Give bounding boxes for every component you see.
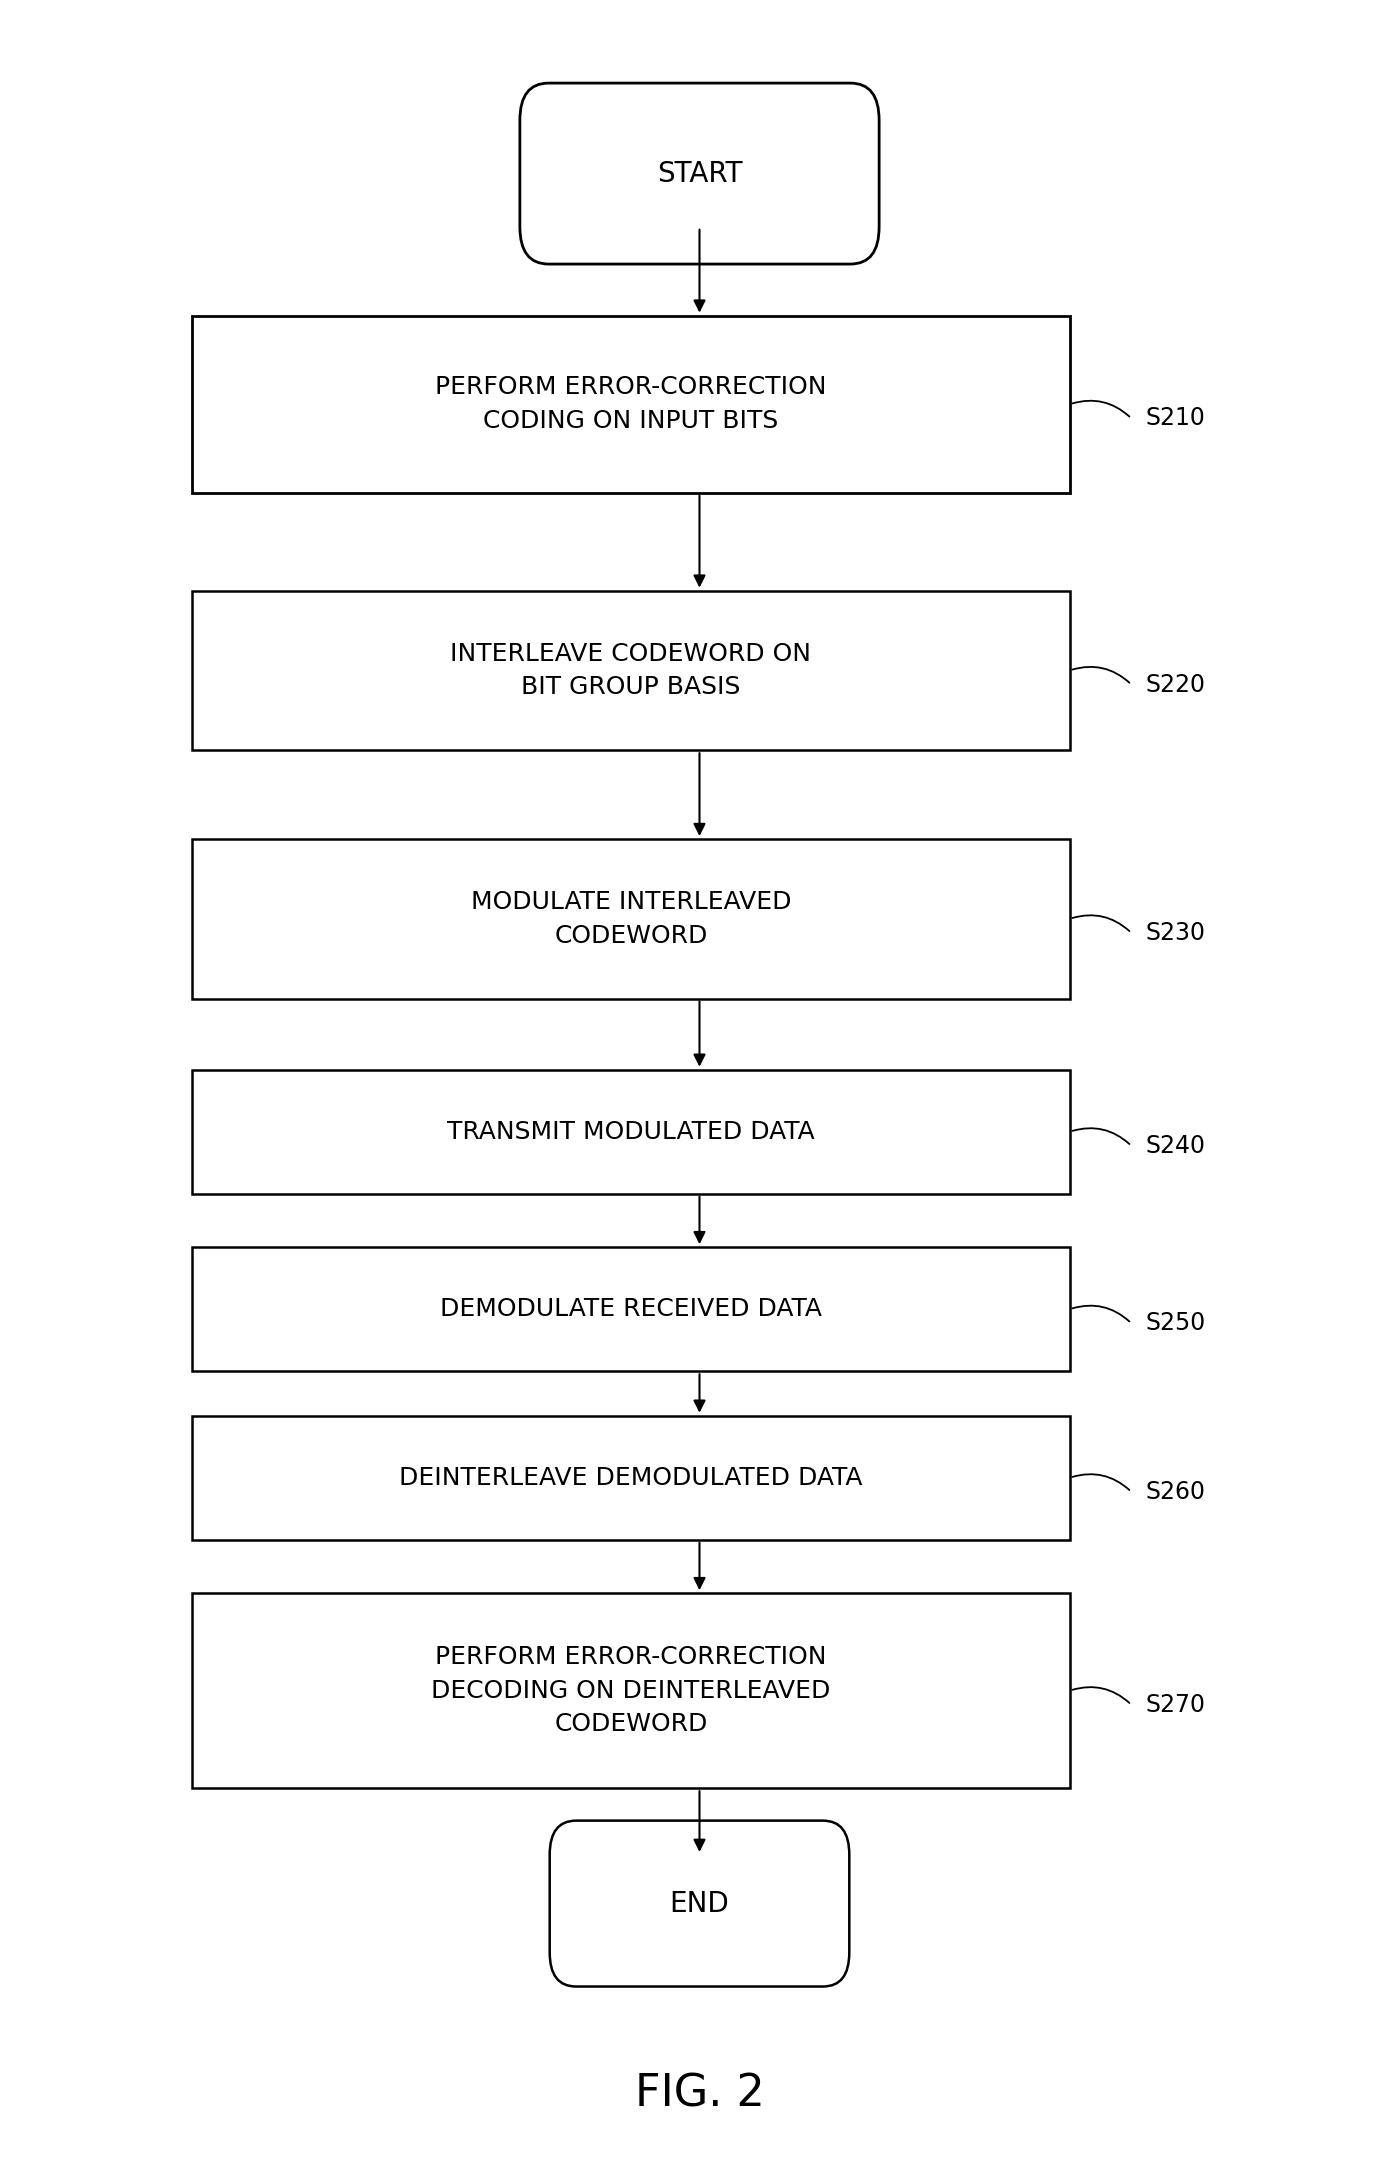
Bar — [192, 1415, 1070, 1540]
Bar — [192, 1247, 1070, 1372]
Text: MODULATE INTERLEAVED
CODEWORD: MODULATE INTERLEAVED CODEWORD — [470, 891, 792, 947]
Bar — [192, 315, 1070, 494]
Text: INTERLEAVE CODEWORD ON
BIT GROUP BASIS: INTERLEAVE CODEWORD ON BIT GROUP BASIS — [450, 641, 811, 699]
FancyBboxPatch shape — [550, 1821, 849, 1987]
Text: S250: S250 — [1146, 1311, 1206, 1335]
Text: PERFORM ERROR-CORRECTION
CODING ON INPUT BITS: PERFORM ERROR-CORRECTION CODING ON INPUT… — [435, 375, 827, 434]
Bar — [192, 839, 1070, 999]
Text: S230: S230 — [1146, 921, 1205, 945]
Text: S210: S210 — [1146, 406, 1205, 431]
Text: DEINTERLEAVE DEMODULATED DATA: DEINTERLEAVE DEMODULATED DATA — [399, 1467, 863, 1490]
Text: S220: S220 — [1146, 673, 1205, 697]
Bar — [192, 1070, 1070, 1193]
Text: TRANSMIT MODULATED DATA: TRANSMIT MODULATED DATA — [448, 1119, 814, 1143]
Bar — [192, 591, 1070, 751]
Text: END: END — [670, 1890, 729, 1918]
Text: PERFORM ERROR-CORRECTION
DECODING ON DEINTERLEAVED
CODEWORD: PERFORM ERROR-CORRECTION DECODING ON DEI… — [431, 1646, 831, 1736]
Text: FIG. 2: FIG. 2 — [635, 2073, 764, 2116]
Text: START: START — [656, 160, 743, 188]
Text: S270: S270 — [1146, 1693, 1205, 1717]
Bar — [192, 1594, 1070, 1788]
Text: S260: S260 — [1146, 1480, 1205, 1503]
Text: DEMODULATE RECEIVED DATA: DEMODULATE RECEIVED DATA — [439, 1296, 823, 1322]
Text: S240: S240 — [1146, 1135, 1205, 1158]
FancyBboxPatch shape — [520, 84, 879, 263]
